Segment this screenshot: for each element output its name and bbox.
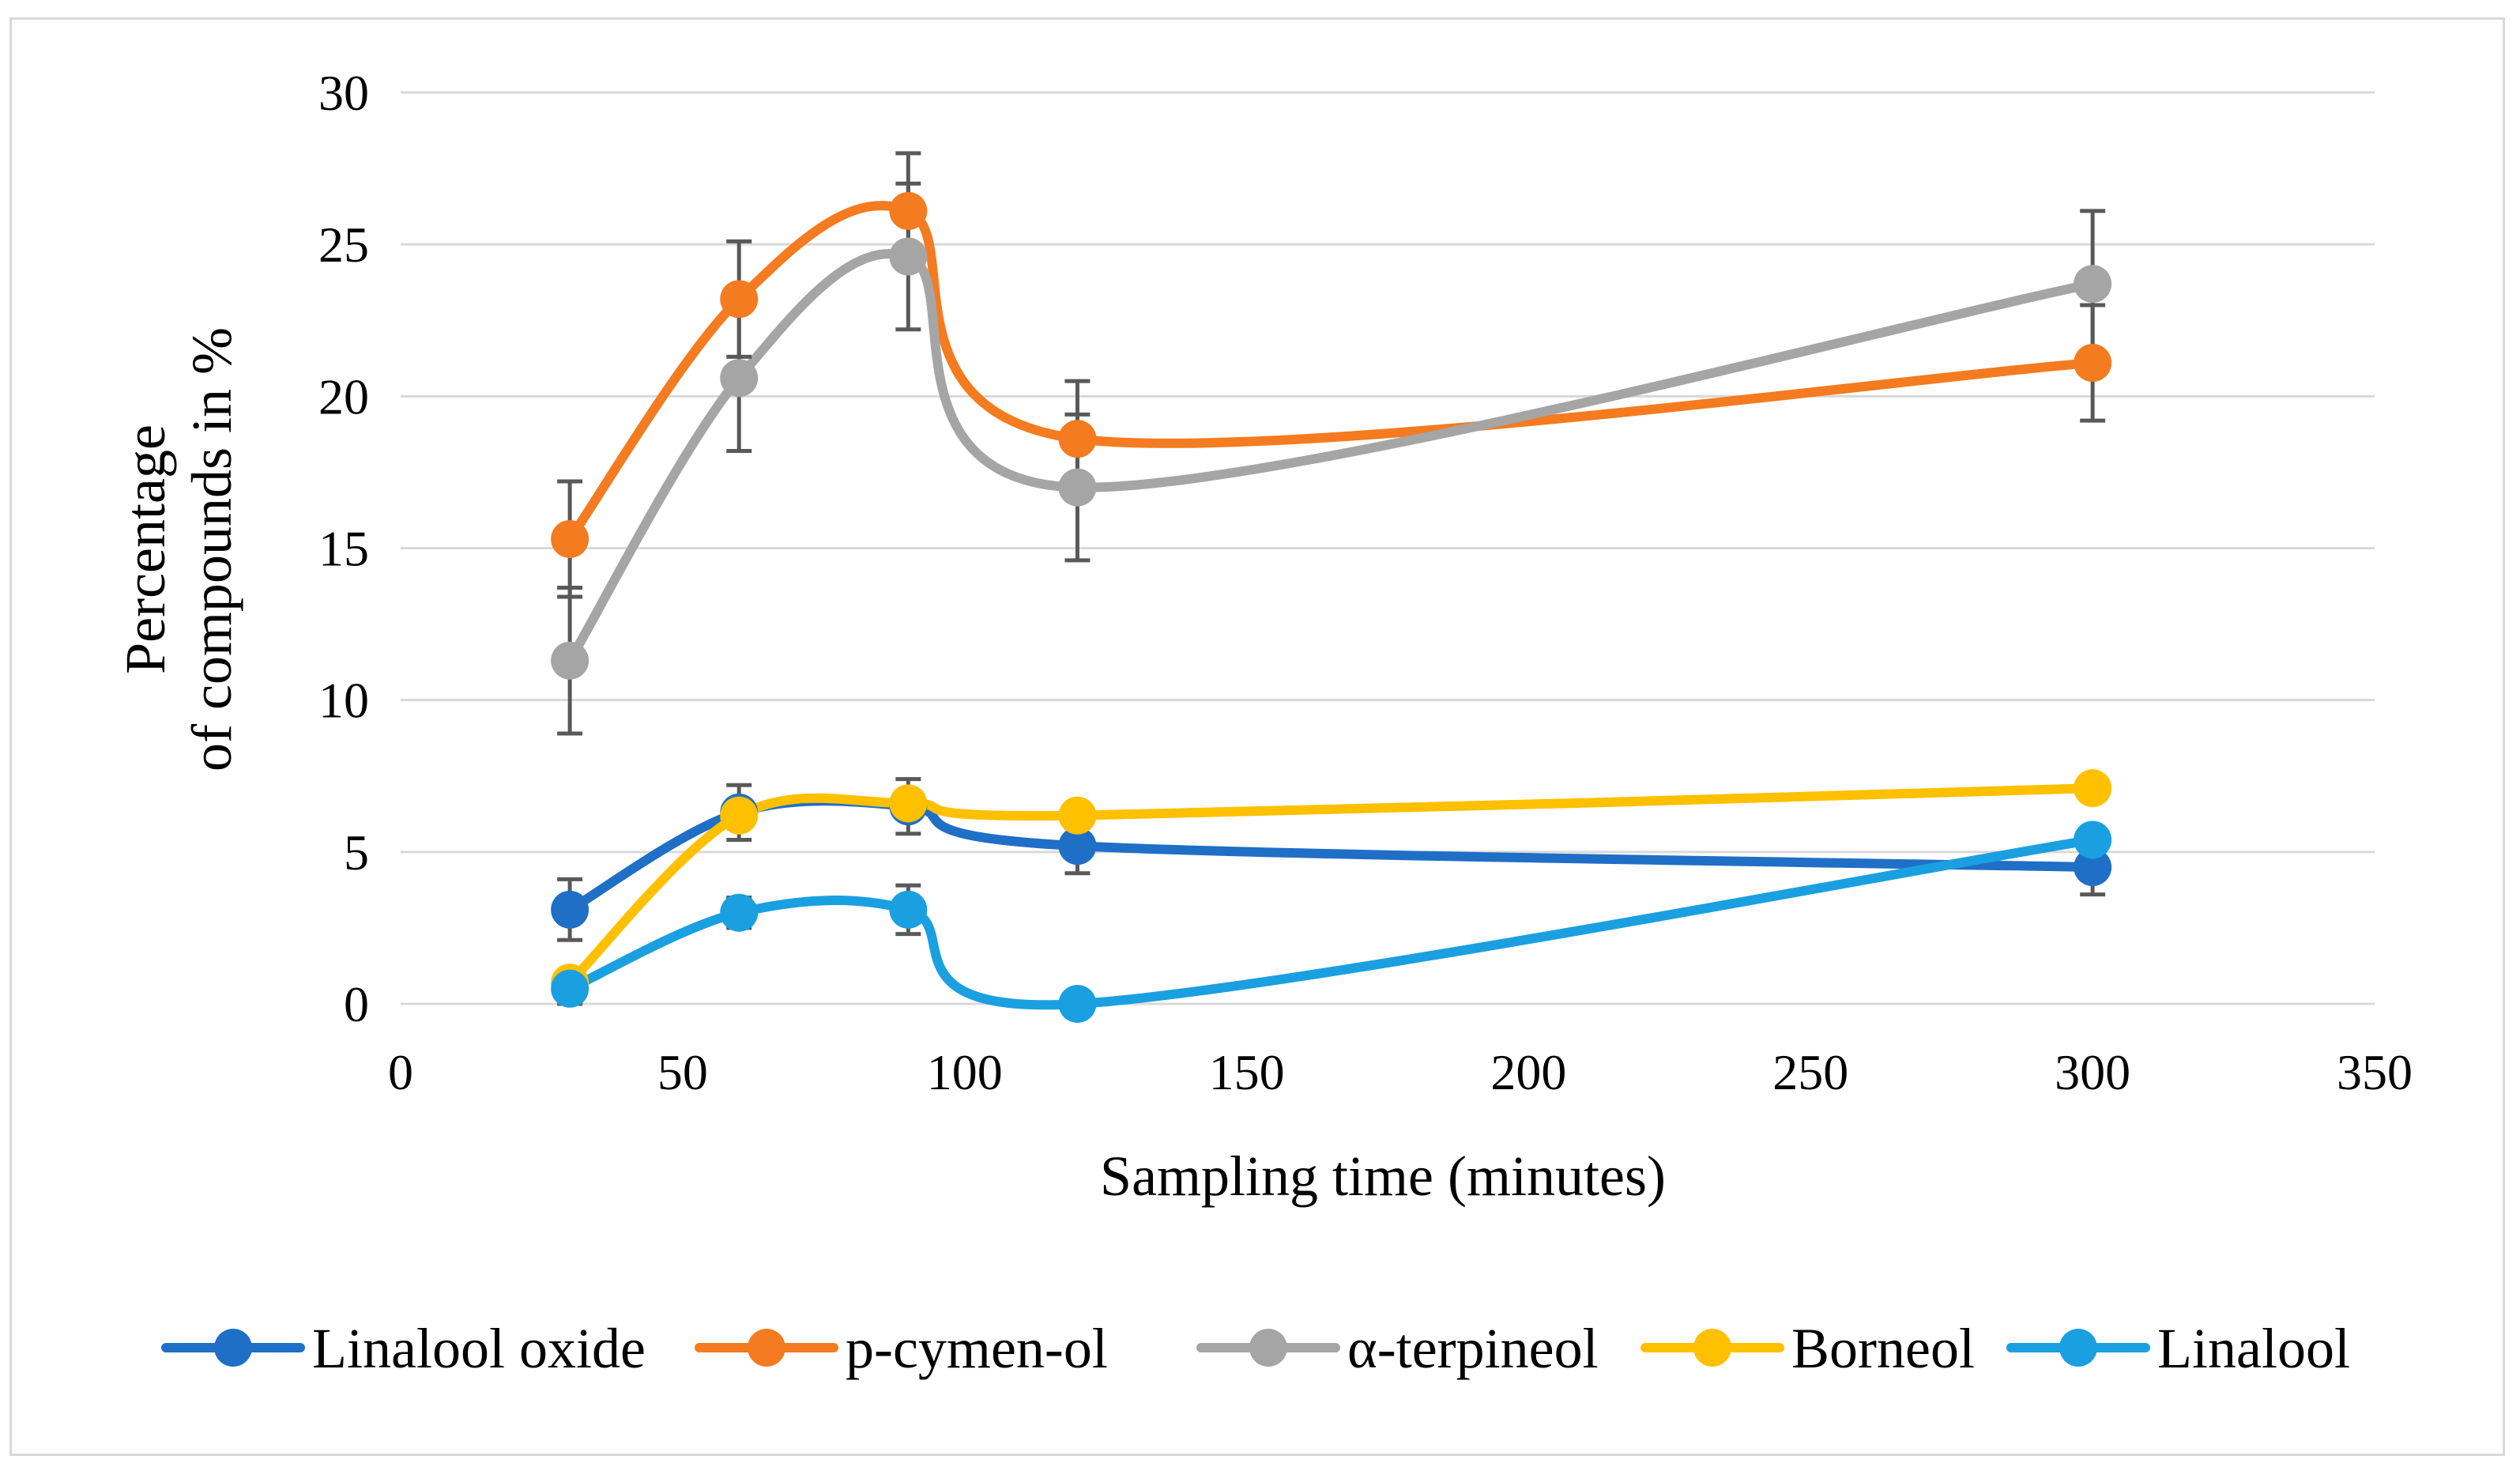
- data-point: [2074, 769, 2112, 808]
- legend-swatch-marker: [1693, 1329, 1731, 1367]
- data-point: [1058, 985, 1097, 1023]
- data-markers: [551, 191, 2112, 1023]
- series-line-1: [565, 201, 2098, 544]
- legend-swatch-marker: [1249, 1329, 1287, 1367]
- data-point: [551, 641, 590, 680]
- data-point: [1058, 827, 1097, 866]
- x-tick-label: 50: [657, 1044, 708, 1100]
- chart-frame: [9, 17, 2505, 1456]
- data-point: [1058, 420, 1097, 458]
- data-point: [889, 890, 928, 929]
- x-tick-label: 250: [1772, 1044, 1848, 1100]
- data-point: [2074, 265, 2112, 304]
- legend-swatch-marker: [214, 1329, 252, 1367]
- x-tick-label: 300: [2055, 1044, 2130, 1100]
- y-tick-label: 15: [318, 521, 369, 577]
- x-tick-label: 100: [927, 1044, 1003, 1100]
- x-tick-label: 350: [2337, 1044, 2413, 1100]
- legend-item: Linalool oxide: [161, 1317, 646, 1380]
- x-tick-label: 200: [1490, 1044, 1566, 1100]
- y-tick-label: 20: [318, 368, 369, 424]
- data-point: [2074, 848, 2112, 887]
- data-point: [1058, 468, 1097, 507]
- series-lines: [565, 201, 2098, 1010]
- x-tick-label: 150: [1209, 1044, 1285, 1100]
- series-line-2: [565, 248, 2098, 666]
- x-axis-title: Sampling time (minutes): [1100, 1145, 1666, 1208]
- y-axis-title-line-1: Percentage: [114, 424, 177, 674]
- legend-label: Linalool: [2157, 1317, 2350, 1380]
- series-line-3: [565, 783, 2098, 988]
- data-point: [2074, 344, 2112, 383]
- y-axis-title-line-2: of compounds in %: [180, 327, 243, 771]
- x-tick-labels: 0 50 100 150 200 250 300 350: [388, 1044, 2413, 1100]
- y-tick-labels: 0 5 10 15 20 25 30: [318, 65, 369, 1032]
- data-point: [551, 519, 590, 558]
- data-point: [889, 784, 928, 823]
- legend: Linalool oxide p-cymen-ol α-terpineol Borne…: [161, 1317, 2350, 1380]
- data-point: [720, 796, 759, 835]
- legend-swatch-marker: [748, 1329, 785, 1367]
- series-line-0: [565, 796, 2098, 915]
- legend-label: α-terpineol: [1347, 1317, 1599, 1380]
- data-point: [720, 280, 759, 319]
- y-tick-label: 0: [344, 976, 369, 1032]
- legend-item: p-cymen-ol: [695, 1317, 1108, 1380]
- data-point: [720, 359, 759, 398]
- y-tick-label: 10: [318, 673, 369, 729]
- y-tick-label: 30: [318, 65, 369, 121]
- legend-label: Linalool oxide: [312, 1317, 646, 1380]
- data-point: [889, 237, 928, 276]
- legend-swatch-marker: [2059, 1329, 2097, 1367]
- data-point: [720, 893, 759, 932]
- legend-label: p-cymen-ol: [846, 1317, 1108, 1380]
- data-point: [2074, 820, 2112, 859]
- y-tick-label: 25: [318, 217, 369, 273]
- y-axis-title: Percentage of compounds in %: [114, 327, 243, 771]
- data-point: [889, 191, 928, 230]
- data-point: [551, 969, 590, 1008]
- y-tick-label: 5: [344, 824, 369, 881]
- data-point: [551, 890, 590, 929]
- x-tick-label: 0: [388, 1044, 413, 1100]
- data-point: [1058, 796, 1097, 835]
- legend-item: Borneol: [1640, 1317, 1975, 1380]
- legend-label: Borneol: [1791, 1317, 1975, 1380]
- legend-item: α-terpineol: [1196, 1317, 1599, 1380]
- legend-item: Linalool: [2006, 1317, 2350, 1380]
